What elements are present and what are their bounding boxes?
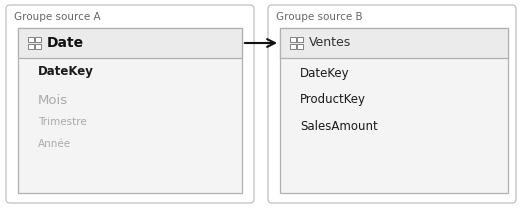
- Text: Groupe source B: Groupe source B: [276, 12, 363, 22]
- Text: Groupe source A: Groupe source A: [14, 12, 101, 22]
- FancyBboxPatch shape: [268, 5, 516, 203]
- Bar: [280, 28, 508, 58]
- Text: Ventes: Ventes: [309, 37, 351, 50]
- Bar: [290, 44, 295, 49]
- FancyBboxPatch shape: [6, 5, 254, 203]
- Text: SalesAmount: SalesAmount: [300, 119, 378, 133]
- Text: Mois: Mois: [38, 93, 68, 106]
- Bar: [280, 28, 508, 193]
- Bar: [297, 44, 303, 49]
- Bar: [35, 37, 41, 42]
- Bar: [290, 37, 295, 42]
- Text: DateKey: DateKey: [300, 67, 350, 80]
- Text: Date: Date: [46, 36, 84, 50]
- Bar: [28, 44, 33, 49]
- Bar: [18, 28, 242, 58]
- Bar: [18, 28, 242, 193]
- Text: Trimestre: Trimestre: [38, 117, 87, 127]
- Text: Année: Année: [38, 139, 71, 149]
- Bar: [35, 44, 41, 49]
- Bar: [297, 37, 303, 42]
- Bar: [28, 37, 33, 42]
- Text: ProductKey: ProductKey: [300, 93, 366, 106]
- Text: DateKey: DateKey: [38, 66, 94, 79]
